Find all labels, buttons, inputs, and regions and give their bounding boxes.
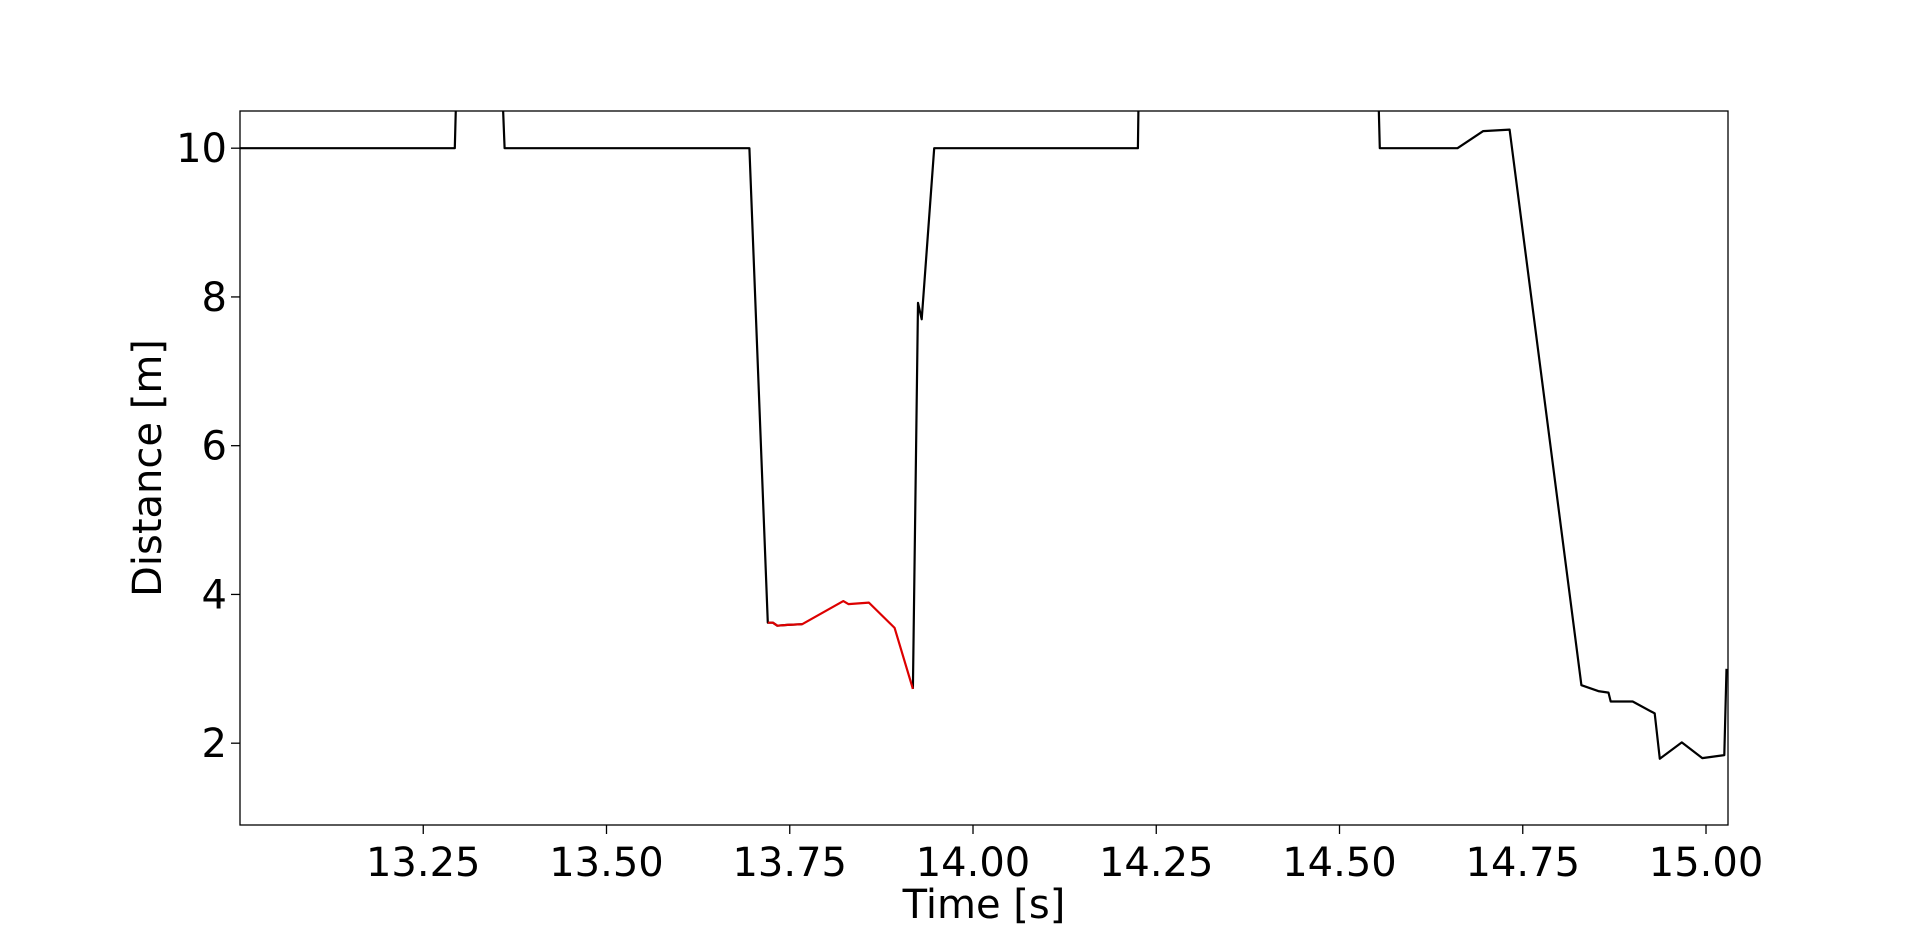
y-axis-ticks: 2 4 6 8 10 <box>176 126 240 767</box>
y-tick-label: 10 <box>176 126 227 172</box>
plot-area-frame <box>239 110 1729 826</box>
series-line-0 <box>240 111 1728 760</box>
x-tick-label: 14.25 <box>1099 840 1214 886</box>
y-axis-label: Distance [m] <box>125 339 171 597</box>
x-tick-label: 13.75 <box>732 840 847 886</box>
series-line-segment <box>767 599 914 690</box>
y-tick-label: 2 <box>202 721 227 767</box>
x-tick-label: 13.50 <box>549 840 664 886</box>
x-tick-label: 13.25 <box>366 840 481 886</box>
series-layer <box>240 111 1728 760</box>
x-tick-label: 14.75 <box>1466 840 1581 886</box>
series-line-1 <box>767 599 914 690</box>
x-axis-ticks: 13.25 13.50 13.75 14.00 14.25 14.50 14.75 15.00 <box>366 825 1763 886</box>
x-tick-label: 14.50 <box>1282 840 1397 886</box>
x-tick-label: 15.00 <box>1649 840 1764 886</box>
series-line-segment <box>1377 111 1728 760</box>
series-line-segment <box>911 111 1140 689</box>
y-tick-label: 4 <box>202 572 227 618</box>
series-line-segment <box>240 111 457 150</box>
y-tick-label: 6 <box>202 424 227 470</box>
series-line-segment <box>502 111 803 627</box>
y-tick-label: 8 <box>202 275 227 321</box>
x-axis-label: Time [s] <box>902 882 1066 927</box>
x-tick-label: 14.00 <box>916 840 1031 886</box>
